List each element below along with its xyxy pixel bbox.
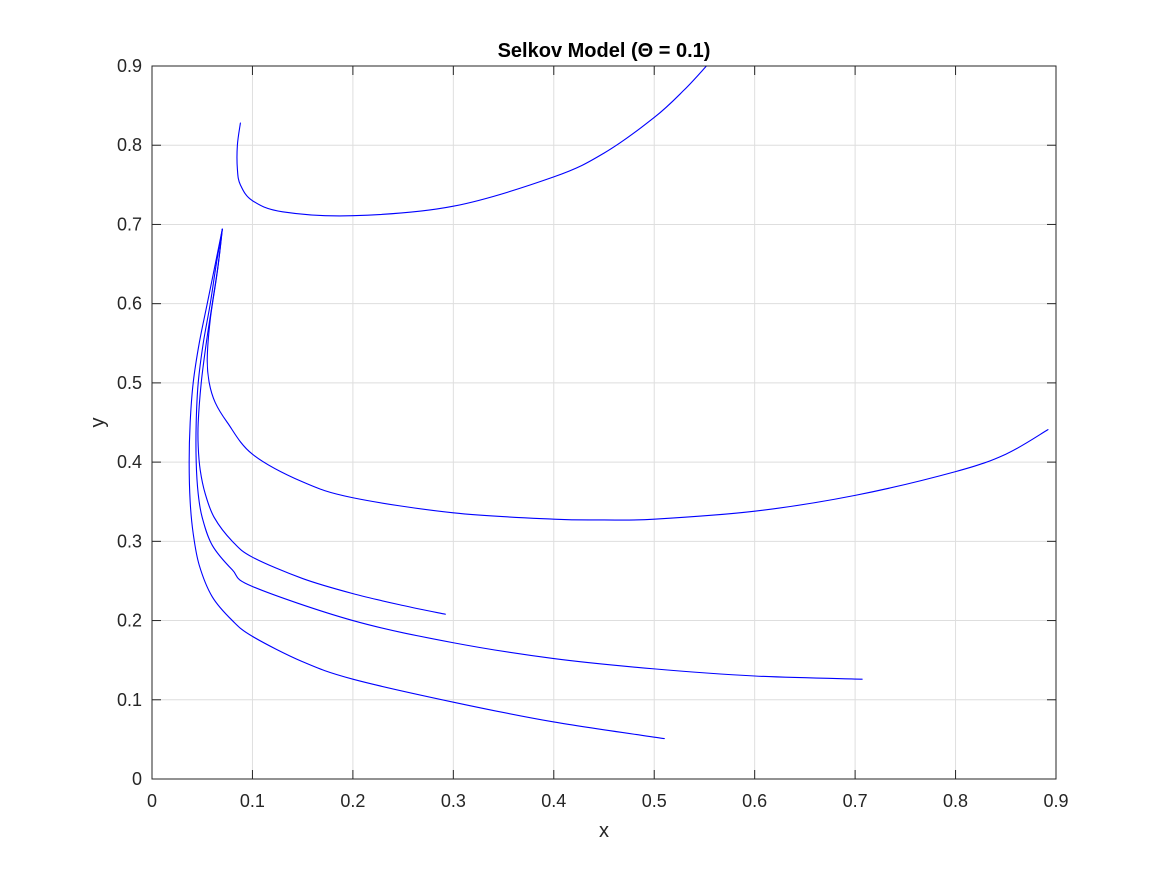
series-layer bbox=[188, 65, 1049, 740]
y-tick-label: 0.2 bbox=[117, 611, 142, 631]
y-tick-label: 0.1 bbox=[117, 690, 142, 710]
trajectory-line-3 bbox=[197, 228, 446, 615]
y-tick-label: 0 bbox=[132, 769, 142, 789]
y-tick-label: 0.5 bbox=[117, 373, 142, 393]
x-tick-label: 0.6 bbox=[742, 791, 767, 811]
x-tick-label: 0.8 bbox=[943, 791, 968, 811]
trajectory-line-1 bbox=[236, 65, 707, 217]
x-tick-label: 0.7 bbox=[843, 791, 868, 811]
trajectory-line-4 bbox=[195, 228, 863, 680]
x-tick-label: 0.1 bbox=[240, 791, 265, 811]
trajectory-line-2 bbox=[206, 228, 1049, 521]
x-tick-label: 0.9 bbox=[1043, 791, 1068, 811]
y-tick-label: 0.8 bbox=[117, 135, 142, 155]
x-tick-label: 0.5 bbox=[642, 791, 667, 811]
y-tick-label: 0.9 bbox=[117, 56, 142, 76]
x-tick-label: 0 bbox=[147, 791, 157, 811]
x-tick-label: 0.2 bbox=[340, 791, 365, 811]
ticks: 0 0.1 0.2 0.3 0.4 0.5 0.6 0.7 0.8 0.9 0 0.1 0.2 0.3 0.… bbox=[117, 56, 1069, 811]
y-tick-label: 0.6 bbox=[117, 294, 142, 314]
y-axis-label: y bbox=[87, 418, 109, 428]
y-tick-label: 0.7 bbox=[117, 214, 142, 234]
y-tick-label: 0.3 bbox=[117, 531, 142, 551]
y-tick-label: 0.4 bbox=[117, 452, 142, 472]
trajectory-line-5 bbox=[188, 228, 665, 740]
grid bbox=[151, 65, 1057, 780]
plot-frame bbox=[151, 65, 1057, 780]
x-tick-label: 0.3 bbox=[441, 791, 466, 811]
chart-title: Selkov Model (Θ = 0.1) bbox=[498, 40, 711, 62]
x-axis-label: x bbox=[599, 820, 609, 842]
x-tick-label: 0.4 bbox=[541, 791, 566, 811]
